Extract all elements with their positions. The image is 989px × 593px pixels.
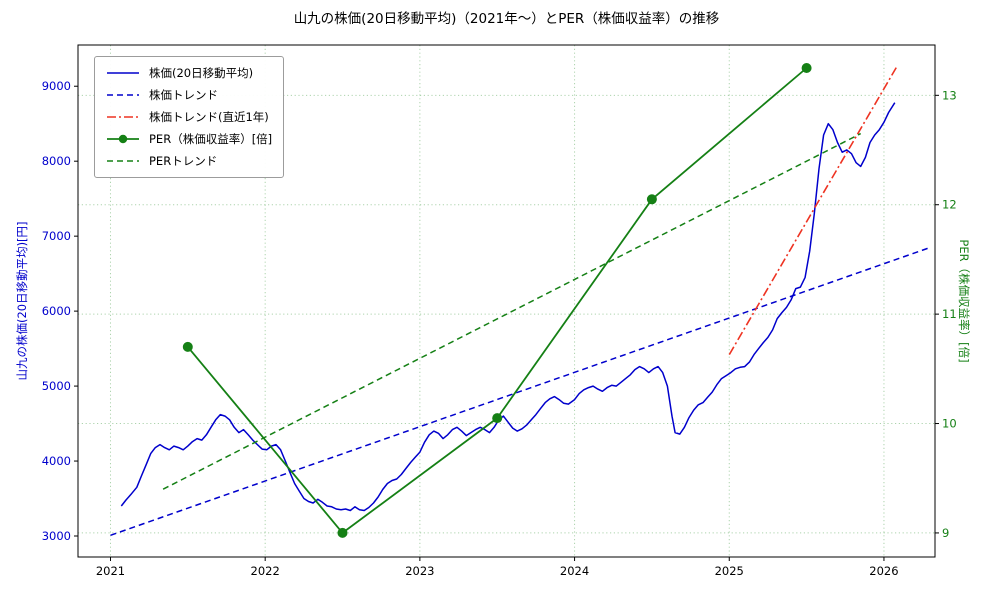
legend-label-per: PER（株価収益率）[倍] xyxy=(149,132,273,146)
legend-item-price: 株価(20日移動平均) xyxy=(106,65,272,81)
gridlines xyxy=(78,45,935,557)
legend-label-price-trend: 株価トレンド xyxy=(149,88,218,102)
legend-item-per-trend: PERトレンド xyxy=(106,153,272,169)
x-tick-label: 2025 xyxy=(715,564,744,578)
right-tick-label: 11 xyxy=(942,307,957,321)
legend-label-per-trend: PERトレンド xyxy=(149,154,218,168)
legend-swatch-price-trend-recent-icon xyxy=(107,116,139,118)
left-tick-label: 6000 xyxy=(42,304,71,318)
series-marker-3 xyxy=(182,341,193,352)
right-tick-label: 9 xyxy=(942,526,949,540)
x-tick-label: 2026 xyxy=(869,564,898,578)
legend-item-price-trend-recent: 株価トレンド(直近1年) xyxy=(106,109,272,125)
legend-label-price-trend-recent: 株価トレンド(直近1年) xyxy=(149,110,269,124)
left-tick-label: 7000 xyxy=(42,229,71,243)
axis-ticks: 2021 2022 2023 2024 2025 2026 3000 4000 5000 6000… xyxy=(42,79,957,578)
legend: 株価(20日移動平均) 株価トレンド 株価トレンド(直近1年) PER（株価収益… xyxy=(94,56,285,178)
left-tick-label: 8000 xyxy=(42,154,71,168)
series-line-4 xyxy=(162,132,862,490)
left-tick-label: 9000 xyxy=(42,79,71,93)
left-tick-label: 4000 xyxy=(42,454,71,468)
x-tick-label: 2023 xyxy=(405,564,434,578)
x-tick-label: 2021 xyxy=(96,564,125,578)
legend-swatch-per-trend-icon xyxy=(107,160,139,162)
legend-swatch-price-line-icon xyxy=(107,72,139,74)
left-tick-label: 3000 xyxy=(42,529,71,543)
legend-label-price: 株価(20日移動平均) xyxy=(149,66,254,80)
legend-swatch-price-trend-icon xyxy=(107,94,139,96)
series-line-2 xyxy=(728,67,897,356)
right-tick-label: 13 xyxy=(942,88,957,102)
legend-item-per: PER（株価収益率）[倍] xyxy=(106,131,272,147)
series-line-0 xyxy=(120,102,896,512)
series-marker-3 xyxy=(801,63,812,73)
plot-frame xyxy=(77,44,936,558)
series-group xyxy=(110,63,931,538)
right-tick-label: 12 xyxy=(942,198,957,212)
series-line-1 xyxy=(110,246,931,537)
left-tick-label: 5000 xyxy=(42,379,71,393)
legend-item-price-trend: 株価トレンド xyxy=(106,87,272,103)
chart-title: 山九の株価(20日移動平均)（2021年～）とPER（株価収益率）の推移 xyxy=(293,11,720,27)
right-tick-label: 10 xyxy=(942,417,957,431)
series-marker-3 xyxy=(492,413,503,424)
series-marker-3 xyxy=(646,194,657,205)
x-tick-label: 2024 xyxy=(560,564,589,578)
x-tick-label: 2022 xyxy=(251,564,280,578)
series-marker-3 xyxy=(337,527,348,538)
legend-swatch-per-icon xyxy=(107,134,139,144)
